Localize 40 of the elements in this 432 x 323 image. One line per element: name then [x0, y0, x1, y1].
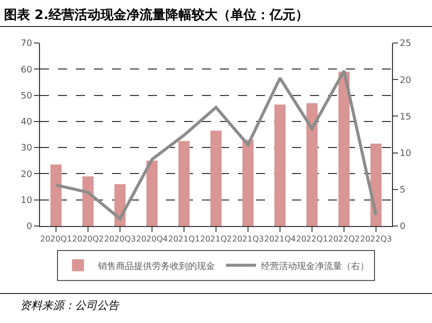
x-tick-label: 2020Q4 [136, 234, 168, 244]
bar [146, 160, 158, 226]
x-tick-label: 2022Q2 [328, 234, 360, 244]
y-tick-label: 20 [20, 170, 32, 180]
x-tick-label: 2021Q4 [264, 234, 296, 244]
x-tick-label: 2021Q1 [168, 234, 200, 244]
y-tick-label: 70 [20, 39, 32, 50]
y-tick-label: 30 [20, 144, 32, 154]
line-series [54, 69, 378, 220]
chart-title: 图表 2.经营活动现金净流量降幅较大（单位：亿元） [0, 0, 432, 27]
bar [50, 164, 62, 226]
y2-tick-label: 10 [400, 148, 412, 159]
x-tick-label: 2020Q2 [72, 234, 104, 244]
text: 资料来源：公司公告 [0, 293, 432, 317]
legend-label: 经营活动现金净流量（右） [261, 260, 369, 272]
x-tick-label: 2020Q3 [104, 234, 136, 244]
y-tick-label: 40 [20, 118, 32, 128]
legend-label: 销售商品提供劳务收到的现金 [97, 260, 215, 272]
x-tick-label: 2021Q2 [200, 234, 232, 244]
bar [370, 144, 382, 226]
x-tick-label: 2021Q3 [232, 234, 264, 244]
x-tick-label: 2020Q1 [40, 234, 72, 244]
bar [274, 104, 286, 226]
y2-tick-label: 20 [400, 76, 412, 86]
y-tick-label: 10 [20, 196, 32, 206]
y-tick-label: 50 [20, 91, 32, 102]
bar [210, 130, 222, 226]
bar [338, 72, 350, 226]
y-tick-label: 60 [20, 65, 32, 76]
y2-tick-label: 0 [400, 222, 406, 232]
bar [242, 140, 254, 226]
bar [178, 141, 190, 226]
y2-tick-label: 15 [400, 112, 412, 122]
x-tick-label: 2022Q3 [360, 234, 392, 244]
bar [82, 176, 94, 226]
y2-tick-label: 25 [400, 39, 412, 50]
bar [306, 103, 318, 226]
x-tick-label: 2022Q1 [296, 234, 328, 244]
y-tick-label: 0 [26, 222, 32, 232]
y2-tick-label: 5 [400, 186, 406, 196]
